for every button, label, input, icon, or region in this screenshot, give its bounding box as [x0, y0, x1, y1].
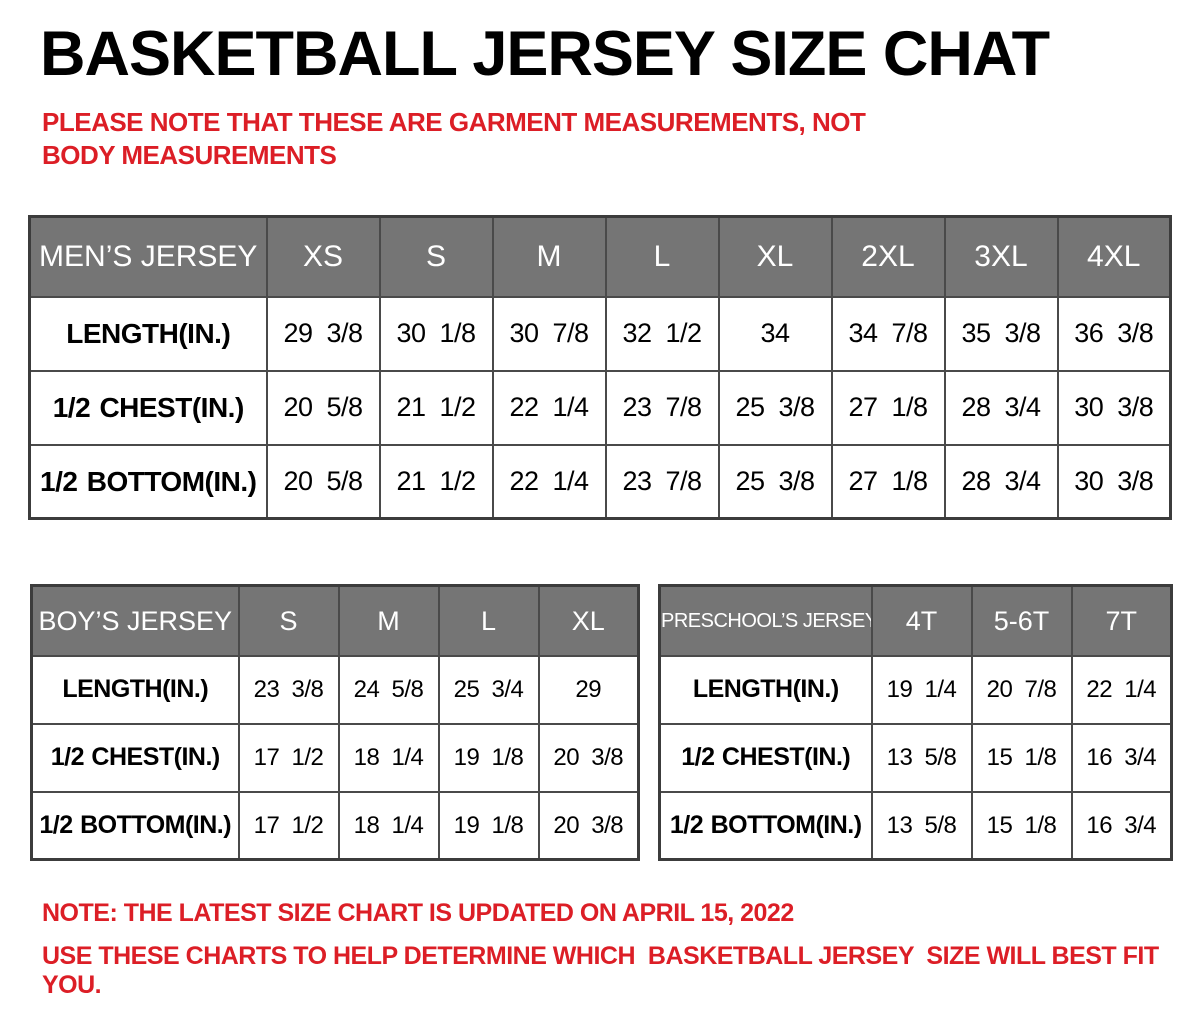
size-value-cell: 25 3/8: [717, 443, 833, 520]
size-value-cell: 34: [717, 295, 833, 372]
size-value-cell: 22 1/4: [1070, 654, 1173, 725]
size-column-header-3xl: 3XL: [943, 215, 1059, 298]
size-value-cell: 28 3/4: [943, 443, 1059, 520]
size-value-cell: 19 1/8: [437, 722, 540, 793]
size-value-cell: 20 3/8: [537, 790, 640, 861]
size-value-cell: 22 1/4: [491, 443, 607, 520]
size-value-cell: 17 1/2: [237, 722, 340, 793]
size-value-cell: 28 3/4: [943, 369, 1059, 446]
size-column-header-l: L: [604, 215, 720, 298]
size-value-cell: 22 1/4: [491, 369, 607, 446]
size-value-cell: 32 1/2: [604, 295, 720, 372]
mens-length-row: LENGTH(IN.) 29 3/8 30 1/8 30 7/8 32 1/2 …: [28, 295, 1172, 372]
size-value-cell: 27 1/8: [830, 369, 946, 446]
size-column-header-m: M: [491, 215, 607, 298]
boys-half-chest-row: 1/2 CHEST(IN.) 17 1/2 18 1/4 19 1/8 20 3…: [30, 722, 640, 793]
size-column-header-4t: 4T: [870, 584, 973, 657]
size-value-cell: 19 1/8: [437, 790, 540, 861]
size-value-cell: 27 1/8: [830, 443, 946, 520]
size-value-cell: 13 5/8: [870, 790, 973, 861]
row-label-length: LENGTH(IN.): [28, 295, 268, 372]
mens-jersey-table: MEN’S JERSEY XS S M L XL 2XL 3XL 4XL LEN…: [28, 215, 1172, 521]
size-value-cell: 36 3/8: [1056, 295, 1172, 372]
update-note: NOTE: THE LATEST SIZE CHART IS UPDATED O…: [42, 899, 794, 928]
size-column-header-s: S: [237, 584, 340, 657]
preschools-jersey-table: PRESCHOOL’S JERSEY 4T 5-6T 7T LENGTH(IN.…: [658, 584, 1173, 862]
size-column-header-7t: 7T: [1070, 584, 1173, 657]
size-value-cell: 20 3/8: [537, 722, 640, 793]
size-column-header-4xl: 4XL: [1056, 215, 1172, 298]
size-value-cell: 30 1/8: [378, 295, 494, 372]
mens-table-title: MEN’S JERSEY: [28, 215, 268, 298]
garment-measurement-note: PLEASE NOTE THAT THESE ARE GARMENT MEASU…: [42, 107, 866, 170]
size-value-cell: 29 3/8: [265, 295, 381, 372]
size-value-cell: 30 3/8: [1056, 443, 1172, 520]
boys-length-row: LENGTH(IN.) 23 3/8 24 5/8 25 3/4 29: [30, 654, 640, 725]
boys-jersey-table: BOY’S JERSEY S M L XL LENGTH(IN.) 23 3/8…: [30, 584, 640, 862]
size-column-header-2xl: 2XL: [830, 215, 946, 298]
usage-note: USE THESE CHARTS TO HELP DETERMINE WHICH…: [42, 942, 1165, 1000]
boys-half-bottom-row: 1/2 BOTTOM(IN.) 17 1/2 18 1/4 19 1/8 20 …: [30, 790, 640, 861]
row-label-half-bottom: 1/2 BOTTOM(IN.): [28, 443, 268, 520]
size-value-cell: 30 7/8: [491, 295, 607, 372]
size-column-header-xl: XL: [717, 215, 833, 298]
size-value-cell: 29: [537, 654, 640, 725]
size-value-cell: 25 3/8: [717, 369, 833, 446]
size-column-header-xs: XS: [265, 215, 381, 298]
size-value-cell: 20 7/8: [970, 654, 1073, 725]
row-label-half-chest: 1/2 CHEST(IN.): [28, 369, 268, 446]
size-value-cell: 23 7/8: [604, 443, 720, 520]
size-value-cell: 13 5/8: [870, 722, 973, 793]
row-label-length: LENGTH(IN.): [30, 654, 240, 725]
preschools-length-row: LENGTH(IN.) 19 1/4 20 7/8 22 1/4: [658, 654, 1173, 725]
size-column-header-xl: XL: [537, 584, 640, 657]
preschools-half-bottom-row: 1/2 BOTTOM(IN.) 13 5/8 15 1/8 16 3/4: [658, 790, 1173, 861]
row-label-length: LENGTH(IN.): [658, 654, 873, 725]
size-value-cell: 34 7/8: [830, 295, 946, 372]
size-value-cell: 15 1/8: [970, 790, 1073, 861]
row-label-half-chest: 1/2 CHEST(IN.): [658, 722, 873, 793]
row-label-half-bottom: 1/2 BOTTOM(IN.): [30, 790, 240, 861]
size-value-cell: 16 3/4: [1070, 722, 1173, 793]
row-label-half-bottom: 1/2 BOTTOM(IN.): [658, 790, 873, 861]
boys-table-header-row: BOY’S JERSEY S M L XL: [30, 584, 640, 657]
mens-half-chest-row: 1/2 CHEST(IN.) 20 5/8 21 1/2 22 1/4 23 7…: [28, 369, 1172, 446]
size-value-cell: 23 7/8: [604, 369, 720, 446]
size-column-header-m: M: [337, 584, 440, 657]
size-value-cell: 35 3/8: [943, 295, 1059, 372]
page-title: BASKETBALL JERSEY SIZE CHAT: [40, 19, 1050, 89]
size-column-header-l: L: [437, 584, 540, 657]
mens-table-header-row: MEN’S JERSEY XS S M L XL 2XL 3XL 4XL: [28, 215, 1172, 298]
size-value-cell: 17 1/2: [237, 790, 340, 861]
size-column-header-s: S: [378, 215, 494, 298]
size-value-cell: 18 1/4: [337, 722, 440, 793]
size-value-cell: 15 1/8: [970, 722, 1073, 793]
size-value-cell: 23 3/8: [237, 654, 340, 725]
size-value-cell: 18 1/4: [337, 790, 440, 861]
preschools-table-title: PRESCHOOL’S JERSEY: [658, 584, 873, 657]
size-value-cell: 19 1/4: [870, 654, 973, 725]
size-column-header-5-6t: 5-6T: [970, 584, 1073, 657]
size-value-cell: 30 3/8: [1056, 369, 1172, 446]
row-label-half-chest: 1/2 CHEST(IN.): [30, 722, 240, 793]
size-value-cell: 24 5/8: [337, 654, 440, 725]
size-value-cell: 21 1/2: [378, 369, 494, 446]
boys-table-title: BOY’S JERSEY: [30, 584, 240, 657]
size-value-cell: 16 3/4: [1070, 790, 1173, 861]
size-value-cell: 25 3/4: [437, 654, 540, 725]
preschools-table-header-row: PRESCHOOL’S JERSEY 4T 5-6T 7T: [658, 584, 1173, 657]
size-chart-page: BASKETBALL JERSEY SIZE CHAT PLEASE NOTE …: [0, 22, 1200, 1000]
mens-half-bottom-row: 1/2 BOTTOM(IN.) 20 5/8 21 1/2 22 1/4 23 …: [28, 443, 1172, 520]
size-value-cell: 21 1/2: [378, 443, 494, 520]
bottom-tables-row: BOY’S JERSEY S M L XL LENGTH(IN.) 23 3/8…: [30, 584, 1200, 862]
size-value-cell: 20 5/8: [265, 443, 381, 520]
preschools-half-chest-row: 1/2 CHEST(IN.) 13 5/8 15 1/8 16 3/4: [658, 722, 1173, 793]
size-value-cell: 20 5/8: [265, 369, 381, 446]
